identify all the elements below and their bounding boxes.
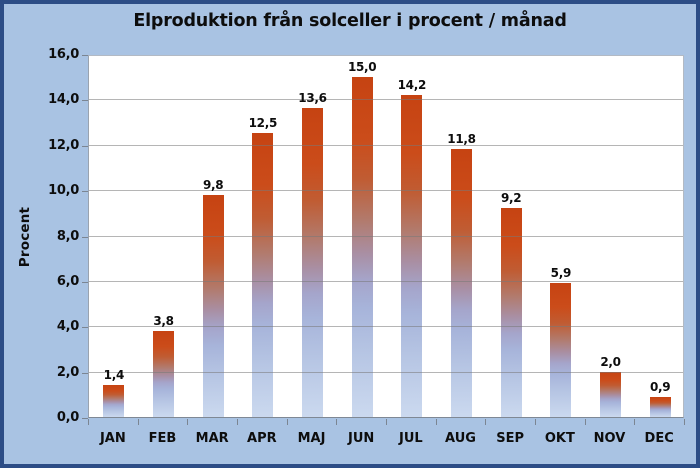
bar-value-label: 9,8 <box>202 177 224 192</box>
y-tick-label: 4,0 <box>56 319 79 335</box>
plot-area: 1,4 3,8 9,8 12,5 13,6 15,0 14,2 11,8 9,2 5,9 2,0 0,… <box>88 55 684 418</box>
bar-value-label: 1,4 <box>103 368 125 383</box>
y-tick-label: 12,0 <box>48 137 79 153</box>
bar-value-label: 11,8 <box>447 132 476 147</box>
bar-maj <box>302 108 323 417</box>
bar-aug <box>451 149 472 417</box>
bar-feb <box>153 330 174 417</box>
y-tick-mark <box>82 100 88 102</box>
bar-sep <box>500 208 522 417</box>
bar-dec <box>649 396 671 417</box>
x-tick-label: MAJ <box>297 431 326 446</box>
x-tick-label: APR <box>247 431 277 446</box>
x-tick-label: OKT <box>544 431 575 446</box>
y-tick-label: 6,0 <box>56 273 79 289</box>
bar-value-label: 2,0 <box>600 354 621 369</box>
bar-jul <box>401 94 423 417</box>
y-axis-title: Procent <box>17 206 33 268</box>
bar-mar <box>202 194 224 417</box>
x-tick-mark <box>386 419 387 425</box>
x-tick-label: JAN <box>99 431 126 446</box>
y-tick-label: 8,0 <box>56 228 79 244</box>
y-tick-mark <box>82 327 88 329</box>
x-tick-label: SEP <box>496 431 525 446</box>
gridline <box>89 144 683 146</box>
bar-nov <box>600 371 621 417</box>
gridline <box>89 235 683 237</box>
x-tick-mark <box>336 419 338 425</box>
bar-apr <box>252 133 274 417</box>
x-tick-label: AUG <box>445 431 476 446</box>
y-tick-mark <box>82 281 88 283</box>
bar-jun <box>351 76 373 417</box>
x-tick-mark <box>684 419 685 425</box>
x-axis-labels: JAN FEB MAR APR MAJ JUN JUL AUG SEP OKT NOV DEC <box>88 431 684 451</box>
x-tick-mark <box>237 419 238 425</box>
y-tick-mark <box>82 191 88 193</box>
bar-value-label: 0,9 <box>649 379 671 394</box>
y-tick-mark <box>82 418 88 419</box>
gridline <box>89 280 683 282</box>
bar-value-label: 15,0 <box>347 59 377 74</box>
x-tick-mark <box>88 419 89 425</box>
gridline <box>89 99 683 101</box>
y-tick-mark <box>82 372 88 374</box>
y-tick-mark <box>82 145 88 147</box>
bar-value-label: 9,2 <box>500 191 522 206</box>
x-tick-mark <box>634 419 636 425</box>
y-tick-mark <box>82 55 88 56</box>
x-tick-mark <box>485 419 487 425</box>
y-tick-label: 2,0 <box>56 364 79 380</box>
bar-value-label: 13,6 <box>298 91 327 106</box>
bar-jan <box>103 385 125 417</box>
bar-okt <box>550 283 572 417</box>
x-tick-mark <box>187 419 189 425</box>
bar-value-label: 14,2 <box>397 77 427 92</box>
y-tick-mark <box>82 236 88 238</box>
x-tick-mark <box>435 419 437 425</box>
gridline <box>89 326 683 328</box>
x-tick-label: DEC <box>644 431 674 446</box>
y-tick-label: 14,0 <box>48 92 79 108</box>
bar-value-label: 5,9 <box>550 266 572 281</box>
x-tick-label: NOV <box>593 431 626 446</box>
bar-value-label: 12,5 <box>248 116 278 131</box>
gridline <box>89 371 683 373</box>
x-tick-label: JUL <box>398 431 423 446</box>
gridline <box>89 190 683 192</box>
y-tick-label: 16,0 <box>48 47 79 62</box>
y-tick-label: 10,0 <box>48 183 79 199</box>
x-tick-mark <box>286 419 288 425</box>
x-tick-mark <box>535 419 536 425</box>
bar-value-label: 3,8 <box>153 313 174 328</box>
x-tick-mark <box>137 419 139 425</box>
x-tick-label: MAR <box>195 431 229 446</box>
chart-title: Elproduktion från solceller i procent / … <box>133 11 567 31</box>
x-tick-mark <box>584 419 586 425</box>
x-tick-label: FEB <box>148 431 177 446</box>
y-tick-label: 0,0 <box>56 410 79 425</box>
x-tick-label: JUN <box>348 431 375 446</box>
